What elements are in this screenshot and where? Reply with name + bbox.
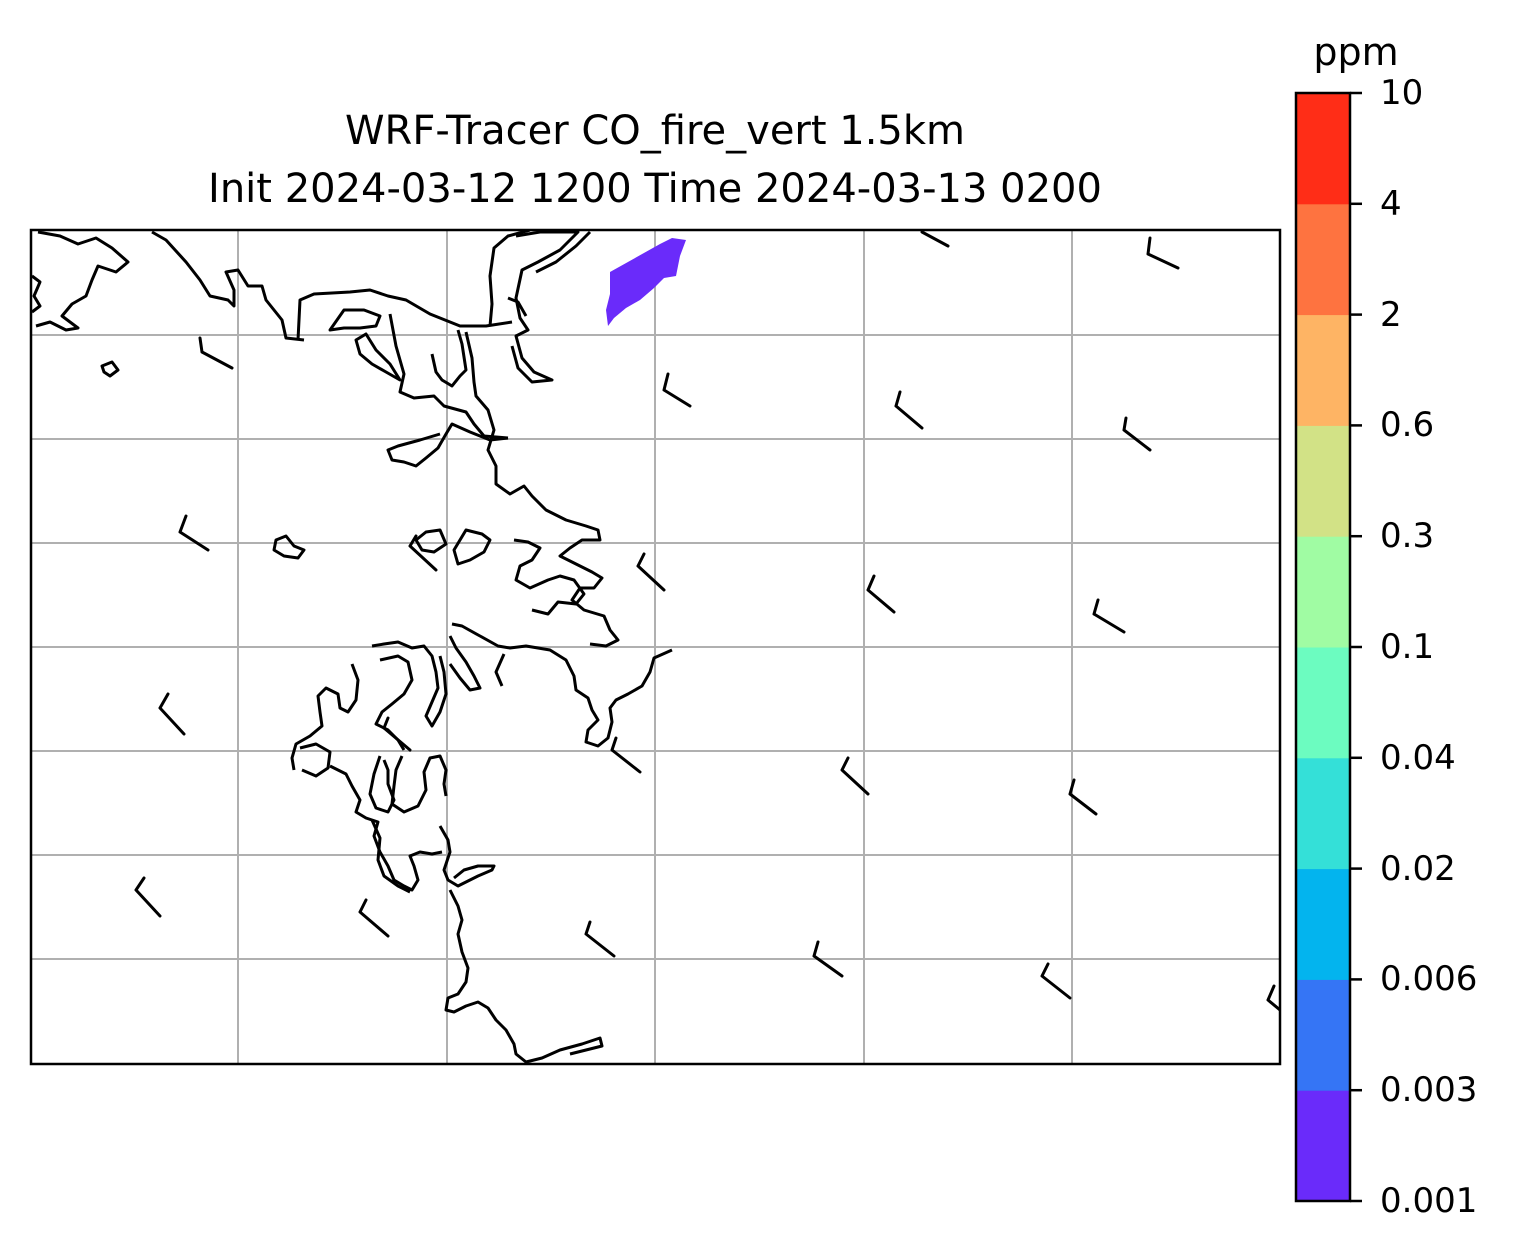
colorbar-tick-label: 0.6 — [1380, 405, 1435, 446]
colorbar-tick-label: 0.1 — [1380, 627, 1435, 667]
colorbar-segment — [1296, 1090, 1350, 1202]
colorbar-segment — [1296, 647, 1350, 759]
colorbar-tick-label: 4 — [1380, 183, 1402, 224]
colorbar-segment — [1296, 203, 1350, 316]
colorbar-tick-label: 0.02 — [1380, 848, 1456, 889]
colorbar-tick-label: 0.04 — [1380, 737, 1456, 778]
coastline — [31, 230, 673, 1064]
colorbar-tick-label: 0.3 — [1380, 516, 1435, 557]
map-frame — [29, 228, 1282, 1066]
colorbar-segments — [1296, 93, 1350, 1202]
wind-barbs — [134, 230, 1280, 1012]
colorbar-segment — [1296, 979, 1350, 1091]
colorbar-segment — [1296, 425, 1350, 537]
co-plume — [606, 238, 686, 326]
map-title-line1: WRF-Tracer CO_fire_vert 1.5km — [344, 108, 966, 154]
gridlines — [31, 230, 1280, 1064]
colorbar-segment — [1296, 536, 1350, 648]
colorbar-unit-label: ppm — [1313, 30, 1399, 74]
colorbar-ticks — [1350, 91, 1362, 1203]
colorbar-segment — [1296, 314, 1350, 426]
colorbar-tick-label: 0.006 — [1380, 959, 1478, 1000]
colorbar-tick-label: 0.001 — [1380, 1181, 1478, 1221]
colorbar-tick-label: 2 — [1380, 294, 1402, 335]
colorbar-segment — [1296, 868, 1350, 980]
colorbar-tick-label: 0.003 — [1380, 1070, 1478, 1111]
colorbar-segment — [1296, 757, 1350, 870]
colorbar-segment — [1296, 93, 1350, 205]
map-title-line2: Init 2024-03-12 1200 Time 2024-03-13 020… — [208, 166, 1102, 212]
colorbar-tick-label: 10 — [1380, 73, 1424, 113]
